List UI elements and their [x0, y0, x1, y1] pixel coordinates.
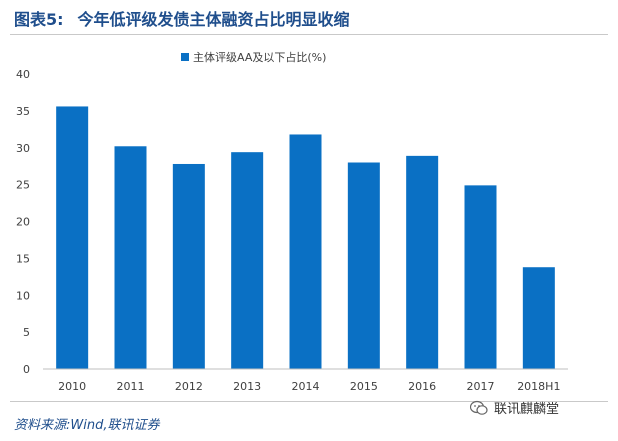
y-tick-label: 30: [16, 142, 30, 155]
figure-label: 图表5:: [14, 10, 64, 29]
bar: [464, 185, 497, 369]
legend-swatch: [181, 53, 189, 61]
bar: [172, 163, 205, 369]
x-tick-label: 2011: [117, 380, 145, 393]
x-tick-label: 2015: [350, 380, 378, 393]
y-tick-label: 0: [23, 363, 30, 376]
chart-title: 图表5: 今年低评级发债主体融资占比明显收缩: [14, 6, 350, 30]
y-tick-label: 15: [16, 252, 30, 265]
bar: [522, 267, 555, 369]
bar: [114, 146, 147, 369]
x-tick-label: 2010: [58, 380, 86, 393]
y-tick-label: 40: [16, 68, 30, 81]
x-tick-label: 2012: [175, 380, 203, 393]
y-tick-label: 5: [23, 326, 30, 339]
y-tick-label: 25: [16, 179, 30, 192]
x-tick-label: 2018H1: [517, 380, 560, 393]
bar: [406, 155, 439, 369]
watermark-text: 联讯麒麟堂: [494, 402, 560, 417]
figure-title: 今年低评级发债主体融资占比明显收缩: [77, 10, 350, 29]
bar: [231, 152, 264, 369]
bar: [289, 134, 322, 369]
bar: [347, 162, 380, 369]
bar: [56, 106, 89, 369]
y-tick-label: 10: [16, 289, 30, 302]
x-tick-label: 2016: [408, 380, 436, 393]
x-tick-label: 2017: [467, 380, 495, 393]
x-tick-label: 2013: [233, 380, 261, 393]
chat-bubble-icon: [470, 400, 488, 415]
watermark: 联讯麒麟堂: [470, 398, 559, 417]
y-tick-label: 20: [16, 216, 30, 229]
title-divider: [10, 34, 608, 35]
x-tick-label: 2014: [292, 380, 320, 393]
y-tick-label: 35: [16, 105, 30, 118]
source-note: 资料来源:Wind,联讯证券: [14, 418, 160, 433]
source-divider: [10, 401, 608, 402]
legend-label: 主体评级AA及以下占比(%): [193, 50, 326, 64]
